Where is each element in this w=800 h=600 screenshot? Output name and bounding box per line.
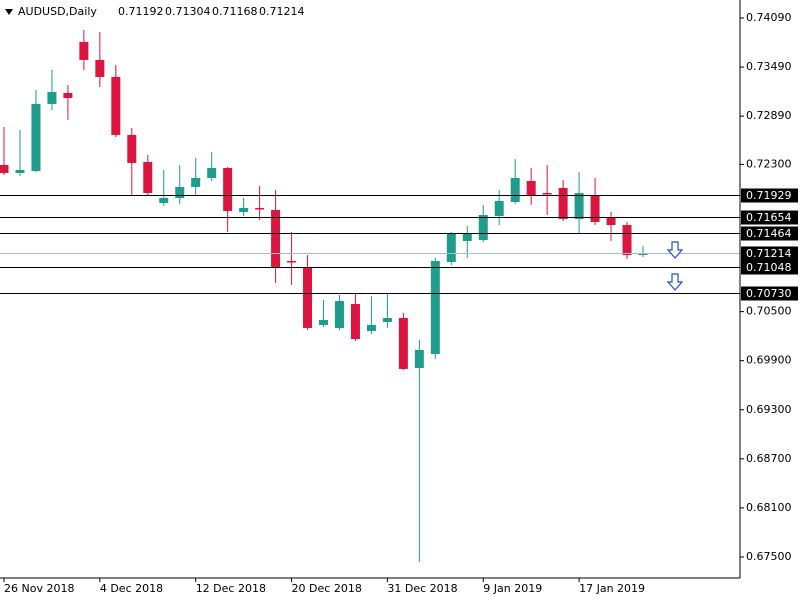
- x-tick-label: 20 Dec 2018: [292, 582, 362, 595]
- header-icon: [5, 9, 13, 15]
- candle-body: [255, 207, 265, 210]
- down-arrow: [666, 273, 684, 291]
- x-tick-label: 26 Nov 2018: [4, 582, 74, 595]
- x-tick-label: 4 Dec 2018: [100, 582, 163, 595]
- candle-body: [510, 177, 520, 203]
- candle-body: [191, 177, 201, 187]
- candle-body: [478, 215, 488, 240]
- level-label: 0.71654: [746, 211, 792, 224]
- candle-body: [446, 233, 456, 262]
- level-label-box: [741, 188, 798, 203]
- candle-body: [111, 76, 121, 135]
- candle-body: [526, 180, 536, 195]
- header: AUDUSD,Daily 0.71192 0.71304 0.71168 0.7…: [5, 5, 305, 18]
- x-tick-label: 12 Dec 2018: [196, 582, 266, 595]
- y-tick-label: 0.72890: [746, 109, 792, 122]
- candle-body: [95, 59, 105, 77]
- candle-body: [207, 167, 217, 178]
- candle-body: [542, 193, 552, 195]
- down-arrow: [666, 241, 684, 259]
- candle-body: [622, 225, 632, 256]
- x-tick-label: 31 Dec 2018: [387, 582, 457, 595]
- candle-body: [462, 233, 472, 241]
- last-high: 0.71304: [165, 5, 211, 18]
- candle-body: [223, 167, 233, 212]
- candle-body: [334, 300, 344, 328]
- arrow-icon: [666, 241, 684, 291]
- candle-body: [127, 134, 137, 164]
- y-tick-label: 0.67500: [746, 550, 792, 563]
- candle-body: [606, 217, 616, 226]
- candle-body: [15, 169, 25, 173]
- y-tick-label: 0.68100: [746, 501, 792, 514]
- x-tick-label: 17 Jan 2019: [579, 582, 645, 595]
- candle-body: [638, 253, 648, 256]
- candle-body: [143, 162, 153, 194]
- level-label-box: [741, 246, 798, 261]
- candle-body: [382, 317, 392, 323]
- level-label: 0.71214: [746, 247, 792, 260]
- last-low: 0.71168: [212, 5, 258, 18]
- candle-body: [494, 200, 504, 217]
- candle-body: [574, 193, 584, 219]
- candle-body: [239, 207, 249, 212]
- candle-body: [319, 319, 328, 325]
- candle-body: [590, 194, 600, 222]
- candle-body: [159, 198, 169, 203]
- candle-body: [63, 92, 73, 98]
- candle-body: [398, 317, 408, 369]
- y-tick-label: 0.69900: [746, 354, 792, 367]
- level-label-box: [741, 210, 798, 225]
- y-tick-label: 0.72300: [746, 157, 792, 170]
- candle-body: [79, 41, 89, 60]
- level-label: 0.71929: [746, 189, 792, 202]
- level-label: 0.71048: [746, 261, 792, 274]
- y-tick-label: 0.73490: [746, 60, 792, 73]
- level-label-box: [741, 286, 798, 301]
- last-close: 0.71214: [259, 5, 305, 18]
- x-tick-label: 9 Jan 2019: [483, 582, 542, 595]
- y-tick-label: 0.74090: [746, 11, 792, 24]
- candle-body: [430, 260, 440, 354]
- y-tick-label: 0.69300: [746, 403, 792, 416]
- y-tick-label: 0.70500: [746, 305, 792, 318]
- candle-body: [0, 164, 9, 173]
- candle-body: [47, 92, 57, 104]
- candle-body: [31, 103, 41, 172]
- last-open: 0.71192: [118, 5, 164, 18]
- level-label: 0.70730: [746, 287, 792, 300]
- candle-body: [558, 187, 568, 219]
- candle-body: [175, 186, 185, 199]
- candle-body: [350, 304, 360, 340]
- candle-body: [303, 266, 313, 328]
- level-label-box: [741, 226, 798, 241]
- y-tick-label: 0.68700: [746, 452, 792, 465]
- symbol-title: AUDUSD,Daily: [18, 5, 97, 18]
- candle-body: [366, 324, 376, 331]
- candle-body: [271, 209, 281, 267]
- level-label-box: [741, 260, 798, 275]
- level-label: 0.71464: [746, 227, 792, 240]
- candle-body: [287, 260, 297, 263]
- candle-body: [414, 349, 424, 368]
